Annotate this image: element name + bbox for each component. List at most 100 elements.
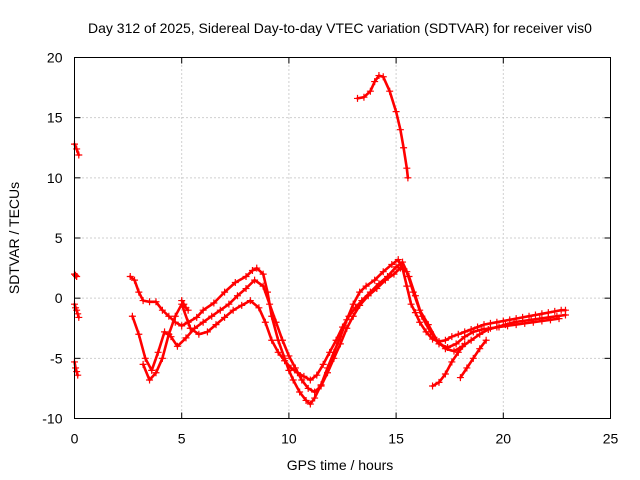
data-point-marker — [495, 323, 503, 331]
data-point-marker — [274, 348, 282, 356]
series-arc-c — [71, 300, 83, 321]
series-arc-b — [71, 270, 81, 281]
data-point-marker — [259, 282, 267, 290]
data-point-marker — [173, 342, 181, 350]
grid-lines — [74, 57, 611, 419]
series-arc-f — [126, 256, 569, 408]
data-point-marker — [358, 297, 366, 305]
data-point-marker — [476, 330, 484, 338]
data-point-marker — [182, 334, 190, 342]
data-point-marker — [72, 364, 80, 372]
y-tick-label: 20 — [47, 50, 63, 66]
data-point-marker — [126, 273, 134, 281]
series-arc-j — [456, 336, 490, 382]
data-point-marker — [461, 333, 469, 341]
data-point-marker — [448, 358, 456, 366]
data-point-marker — [246, 297, 254, 305]
data-point-marker — [392, 108, 400, 116]
data-point-marker — [281, 357, 289, 365]
chart-title: Day 312 of 2025, Sidereal Day-to-day VTE… — [88, 20, 592, 36]
data-point-marker — [311, 394, 319, 402]
x-tick-label: 10 — [281, 431, 297, 447]
data-point-marker — [529, 318, 537, 326]
y-tick-label: 15 — [47, 110, 63, 126]
data-point-marker — [212, 321, 220, 329]
data-point-marker — [330, 354, 338, 362]
data-point-marker — [285, 352, 293, 360]
data-point-marker — [323, 369, 331, 377]
data-point-marker — [404, 174, 412, 182]
series-arc-a — [71, 140, 83, 159]
data-point-marker — [345, 312, 353, 320]
data-point-marker — [231, 279, 239, 287]
data-point-marker — [450, 347, 458, 355]
data-point-marker — [131, 276, 139, 284]
data-point-marker — [379, 73, 387, 81]
data-point-marker — [463, 364, 471, 372]
x-tick-label: 0 — [71, 431, 79, 447]
data-point-marker — [221, 288, 229, 296]
data-point-marker — [480, 321, 488, 329]
data-point-marker — [407, 300, 415, 308]
data-point-marker — [242, 273, 250, 281]
data-point-marker — [193, 313, 201, 321]
data-point-marker — [261, 318, 269, 326]
data-point-marker — [199, 318, 207, 326]
data-point-marker — [302, 396, 310, 404]
data-point-marker — [403, 282, 411, 290]
data-point-marker — [394, 256, 402, 264]
data-point-marker — [366, 288, 374, 296]
data-point-marker — [74, 371, 82, 379]
data-point-marker — [152, 369, 160, 377]
data-point-marker — [180, 300, 188, 308]
data-point-marker — [349, 300, 357, 308]
data-point-marker — [152, 298, 160, 306]
data-point-marker — [435, 378, 443, 386]
data-point-marker — [238, 301, 246, 309]
data-point-marker — [248, 266, 256, 274]
data-point-marker — [171, 312, 179, 320]
y-tick-label: 5 — [55, 230, 63, 246]
y-tick-label: -10 — [42, 411, 62, 427]
data-point-marker — [158, 306, 166, 314]
data-point-marker — [418, 312, 426, 320]
data-point-marker — [311, 388, 319, 396]
data-point-marker — [272, 318, 280, 326]
data-point-marker — [561, 311, 569, 319]
x-tick-label: 20 — [496, 431, 512, 447]
data-point-marker — [289, 376, 297, 384]
data-point-marker — [416, 318, 424, 326]
data-point-marker — [452, 340, 460, 348]
data-point-marker — [158, 354, 166, 362]
data-point-marker — [375, 72, 383, 80]
data-point-marker — [332, 336, 340, 344]
data-point-marker — [139, 360, 147, 368]
data-point-marker — [448, 333, 456, 341]
data-point-marker — [551, 307, 559, 315]
data-point-marker — [199, 306, 207, 314]
data-point-marker — [411, 309, 419, 317]
data-point-marker — [203, 328, 211, 336]
data-point-marker — [362, 282, 370, 290]
data-point-marker — [343, 324, 351, 332]
series-layer — [71, 72, 569, 408]
series-arc-k — [178, 297, 192, 314]
data-point-marker — [390, 270, 398, 278]
data-point-marker — [454, 330, 462, 338]
data-point-marker — [72, 271, 80, 279]
data-point-marker — [141, 354, 149, 362]
data-point-marker — [233, 292, 241, 300]
data-point-marker — [326, 348, 334, 356]
data-point-marker — [221, 313, 229, 321]
data-point-marker — [296, 388, 304, 396]
data-point-marker — [396, 264, 404, 272]
data-point-marker — [499, 317, 507, 325]
data-point-marker — [441, 370, 449, 378]
data-point-marker — [375, 280, 383, 288]
x-tick-label: 5 — [178, 431, 186, 447]
data-point-marker — [148, 366, 156, 374]
data-point-marker — [251, 276, 259, 284]
data-point-marker — [75, 313, 83, 321]
data-point-marker — [300, 372, 308, 380]
